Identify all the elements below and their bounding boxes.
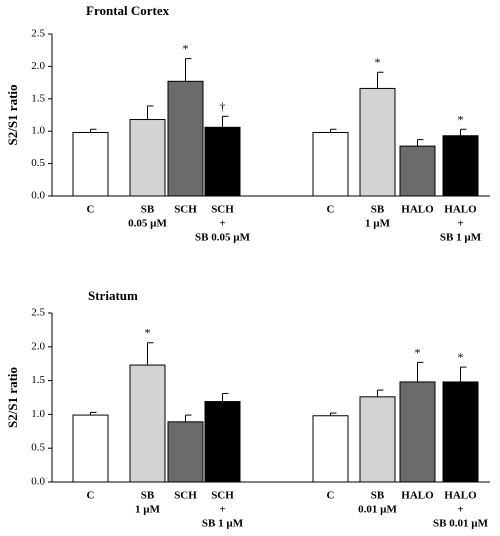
bar [312, 415, 349, 483]
category-label: SCH [174, 490, 197, 502]
category-label: SCH [211, 490, 234, 502]
bar [129, 119, 166, 197]
bar [167, 421, 204, 483]
significance-marker: * [183, 42, 189, 56]
panel-1: Frontal Cortex S2/S1 ratio 0.0 0.5 1.0 1.5 2.0… [5, 3, 490, 244]
bar [442, 135, 479, 197]
category-label: 0.05 µM [128, 218, 167, 230]
category-label: 1 µM [365, 218, 391, 230]
category-label: SB 0.01 µM [433, 518, 489, 530]
bar [312, 131, 349, 197]
category-label: SCH [174, 204, 197, 216]
significance-marker: * [145, 326, 151, 340]
category-label: SB [141, 204, 155, 216]
category-label: HALO [401, 204, 434, 216]
bar [359, 87, 396, 197]
category-label: C [87, 490, 95, 502]
bar [204, 126, 241, 197]
category-label: SB 1 µM [440, 232, 482, 244]
bar [167, 80, 204, 197]
y-tick-label: 0.5 [31, 442, 45, 454]
category-label: HALO [444, 490, 477, 502]
y-tick-label: 1.5 [31, 92, 45, 104]
category-label: + [219, 504, 225, 516]
y-tick-label: 0.5 [31, 157, 45, 169]
category-label: + [457, 504, 463, 516]
significance-marker: * [458, 350, 464, 364]
category-label: SB 0.05 µM [195, 232, 251, 244]
significance-marker: † [220, 99, 226, 113]
significance-marker: * [375, 55, 381, 69]
category-label: SCH [211, 204, 234, 216]
bar [399, 145, 436, 197]
y-tick-label: 2.0 [31, 340, 45, 352]
bar [204, 401, 241, 483]
panel-2: Striatum S2/S1 ratio 0.0 0.5 1.0 1.5 2.0 2.5 C * S… [5, 288, 490, 530]
category-label: HALO [401, 490, 434, 502]
category-label: 0.01 µM [358, 504, 397, 516]
y-tick-label: 0.0 [31, 476, 45, 488]
category-label: + [457, 218, 463, 230]
y-tick-label: 0.0 [31, 190, 45, 202]
category-label: C [327, 204, 335, 216]
y-tick-label: 2.0 [31, 60, 45, 72]
bar [399, 381, 436, 483]
y-tick-label: 2.5 [31, 28, 45, 40]
bar [72, 131, 109, 197]
category-label: + [219, 218, 225, 230]
y-tick-label: 1.5 [31, 374, 45, 386]
category-label: 1 µM [135, 504, 161, 516]
chart-title: Striatum [88, 288, 138, 303]
significance-marker: * [415, 345, 421, 359]
category-label: SB [371, 204, 385, 216]
category-label: SB [371, 490, 385, 502]
bar [442, 381, 479, 483]
category-label: SB 1 µM [202, 518, 244, 530]
category-label: HALO [444, 204, 477, 216]
y-axis-label: S2/S1 ratio [5, 367, 20, 428]
bar [72, 414, 109, 483]
bar [129, 364, 166, 483]
category-label: SB [141, 490, 155, 502]
y-axis-label: S2/S1 ratio [5, 84, 20, 145]
category-label: C [87, 204, 95, 216]
chart-title: Frontal Cortex [86, 3, 170, 18]
y-tick-label: 1.0 [31, 125, 45, 137]
y-tick-label: 2.5 [31, 307, 45, 319]
significance-marker: * [458, 112, 464, 126]
y-tick-label: 1.0 [31, 408, 45, 420]
bar [359, 396, 396, 483]
category-label: C [327, 490, 335, 502]
